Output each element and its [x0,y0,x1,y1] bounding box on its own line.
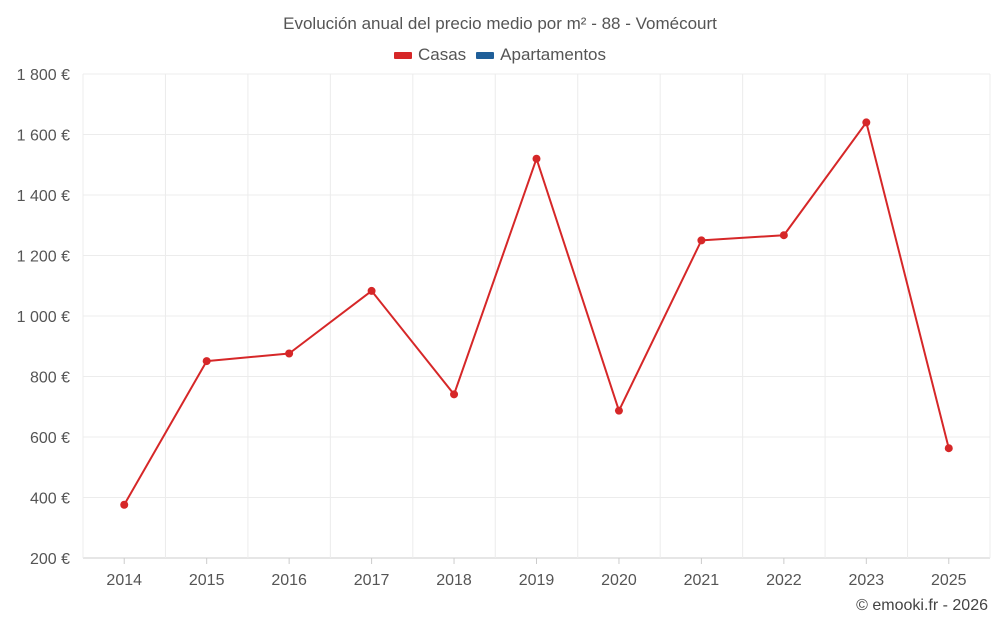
x-tick-label: 2021 [684,572,720,589]
x-tick-label: 2015 [189,572,225,589]
y-tick-label: 200 € [30,551,70,568]
legend-item-apartamentos[interactable]: Apartamentos [476,45,606,65]
data-point [944,444,953,453]
data-point [202,357,211,366]
y-tick-label: 1 000 € [17,309,70,326]
y-tick-label: 1 400 € [17,188,70,205]
x-tick-label: 2023 [849,572,885,589]
chart-title: Evolución anual del precio medio por m² … [283,14,717,33]
data-point [367,286,376,295]
data-point [697,236,706,245]
y-tick-label: 1 800 € [17,67,70,84]
data-point [532,154,541,163]
legend-swatch-casas [393,51,412,59]
x-tick-label: 2016 [271,572,307,589]
x-tick-label: 2019 [519,572,555,589]
data-point [120,500,129,509]
y-tick-label: 800 € [30,370,70,387]
data-point [614,406,623,415]
data-point [862,118,871,127]
x-tick-label: 2025 [931,572,967,589]
credit-text: © emooki.fr - 2026 [856,597,988,614]
legend-label-apartamentos: Apartamentos [500,45,607,64]
legend-item-casas[interactable]: Casas [393,45,467,65]
legend: Casas Apartamentos [0,45,1000,65]
data-point [779,231,788,240]
data-point [450,390,459,399]
y-tick-label: 400 € [30,491,70,508]
x-tick-label: 2014 [106,572,142,589]
legend-label-casas: Casas [417,45,467,64]
data-point [285,349,294,358]
x-tick-label: 2018 [436,572,472,589]
x-tick-label: 2020 [601,572,637,589]
series-layer [120,118,953,509]
y-tick-label: 1 600 € [17,128,70,145]
y-tick-label: 1 200 € [17,249,70,266]
x-tick-label: 2022 [766,572,802,589]
legend-swatch-apartamentos [476,51,495,59]
y-tick-label: 600 € [30,430,70,447]
y-axis: 200 € 400 € 600 € 800 € 1 000 € 1 200 € 1 400 … [17,67,70,568]
grid [82,73,991,559]
x-tick-label: 2017 [354,572,390,589]
x-axis: 2014 2015 2016 2017 2018 2019 2020 2021 2022 2023… [106,558,967,589]
